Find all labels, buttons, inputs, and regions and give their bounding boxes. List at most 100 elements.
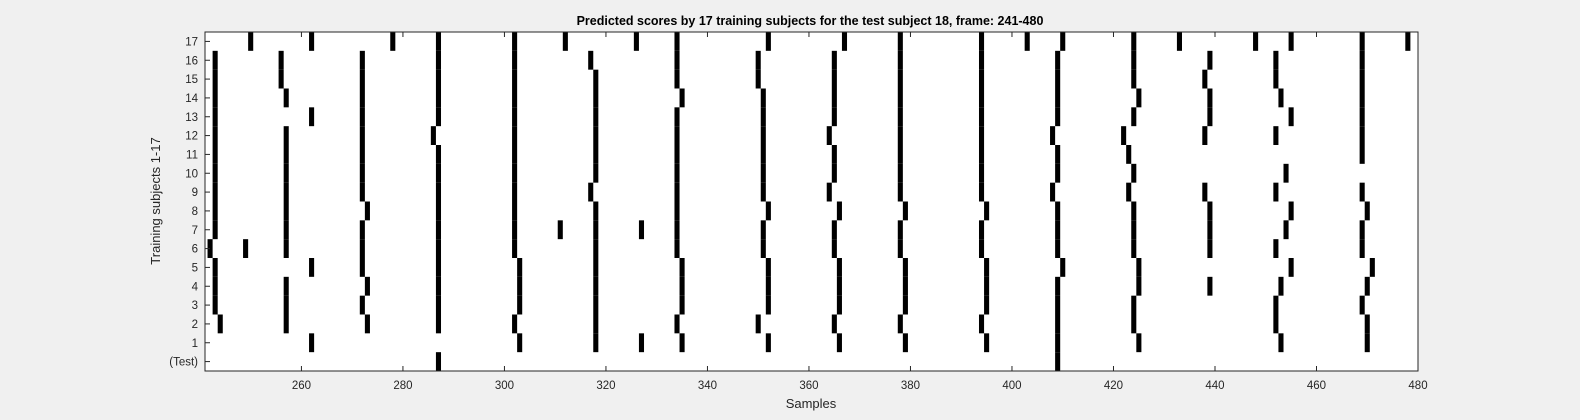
data-mark xyxy=(897,69,903,89)
data-mark xyxy=(765,201,771,221)
x-axis-label: Samples xyxy=(786,396,837,411)
y-tick-label: 15 xyxy=(185,74,198,86)
data-mark xyxy=(1055,145,1061,164)
data-mark xyxy=(1273,182,1279,202)
data-mark xyxy=(562,32,568,51)
data-mark xyxy=(1055,201,1061,221)
data-mark xyxy=(212,182,218,202)
data-mark xyxy=(517,295,523,315)
data-mark xyxy=(978,126,985,145)
data-mark xyxy=(679,276,685,296)
data-mark xyxy=(831,145,837,164)
y-tick-label: 7 xyxy=(192,225,198,237)
data-mark xyxy=(1055,88,1061,108)
data-mark xyxy=(1288,107,1294,127)
data-mark xyxy=(283,126,289,145)
data-mark xyxy=(679,88,685,108)
x-tick-label: 280 xyxy=(393,380,412,392)
data-mark xyxy=(512,126,518,145)
data-mark xyxy=(755,69,761,89)
y-tick-label: 16 xyxy=(185,55,198,67)
data-mark xyxy=(1131,314,1137,334)
data-mark xyxy=(1050,182,1056,202)
data-mark xyxy=(1359,239,1365,258)
data-mark xyxy=(283,88,289,108)
data-mark xyxy=(1136,258,1142,277)
data-mark xyxy=(897,182,903,202)
data-mark xyxy=(512,145,518,164)
data-mark xyxy=(1055,69,1061,89)
data-mark xyxy=(1207,88,1213,108)
data-mark xyxy=(283,295,289,315)
data-mark xyxy=(1131,220,1137,240)
data-mark xyxy=(593,126,599,145)
data-mark xyxy=(902,295,908,315)
data-mark xyxy=(359,69,365,89)
x-tick-label: 420 xyxy=(1104,380,1123,392)
data-mark xyxy=(1055,239,1061,258)
data-mark xyxy=(1278,276,1284,296)
data-mark xyxy=(831,88,837,108)
data-mark xyxy=(978,88,985,108)
data-mark xyxy=(760,145,766,164)
data-mark xyxy=(1131,32,1137,51)
data-mark xyxy=(593,145,599,164)
data-mark xyxy=(435,107,442,127)
y-tick-label: 13 xyxy=(185,112,198,124)
x-tick-label: 460 xyxy=(1307,380,1326,392)
data-mark xyxy=(1253,32,1259,51)
data-mark xyxy=(836,276,842,296)
data-mark xyxy=(1131,69,1137,89)
data-mark xyxy=(674,220,680,240)
data-mark xyxy=(1202,126,1208,145)
data-mark xyxy=(593,201,599,221)
y-tick-label: 1 xyxy=(192,338,198,350)
data-mark xyxy=(1359,145,1365,164)
data-mark xyxy=(283,314,289,334)
data-mark xyxy=(836,333,842,353)
data-mark xyxy=(1359,32,1365,51)
plot-area xyxy=(205,32,1418,371)
data-mark xyxy=(1359,50,1365,70)
data-mark xyxy=(248,32,254,51)
data-mark xyxy=(1055,276,1061,296)
data-mark xyxy=(212,107,218,127)
y-tick-label: 17 xyxy=(185,36,198,48)
data-mark xyxy=(831,69,837,89)
data-mark xyxy=(588,50,594,70)
data-mark xyxy=(674,145,680,164)
data-mark xyxy=(593,295,599,315)
data-mark xyxy=(1055,50,1061,70)
data-mark xyxy=(1055,163,1061,183)
data-mark xyxy=(359,163,365,183)
data-mark xyxy=(593,69,599,89)
data-mark xyxy=(359,220,365,240)
data-mark xyxy=(902,201,908,221)
data-mark xyxy=(593,333,599,353)
data-mark xyxy=(674,107,680,127)
data-mark xyxy=(1024,32,1030,51)
data-mark xyxy=(1364,201,1370,221)
y-axis-label: Training subjects 1-17 xyxy=(148,137,163,264)
data-mark xyxy=(512,50,518,70)
data-mark xyxy=(435,69,442,89)
data-mark xyxy=(435,239,442,258)
data-mark xyxy=(1136,276,1142,296)
data-mark xyxy=(984,333,990,353)
data-mark xyxy=(283,201,289,221)
data-mark xyxy=(512,182,518,202)
data-mark xyxy=(897,145,903,164)
data-mark xyxy=(309,258,315,277)
data-mark xyxy=(831,107,837,127)
data-mark xyxy=(674,239,680,258)
data-mark xyxy=(1359,295,1365,315)
y-tick-label: 10 xyxy=(185,168,198,180)
data-mark xyxy=(633,32,639,51)
data-mark xyxy=(435,88,442,108)
data-mark xyxy=(674,201,680,221)
data-mark xyxy=(512,32,518,51)
data-mark xyxy=(364,314,370,334)
data-mark xyxy=(831,50,837,70)
data-mark xyxy=(243,239,249,258)
